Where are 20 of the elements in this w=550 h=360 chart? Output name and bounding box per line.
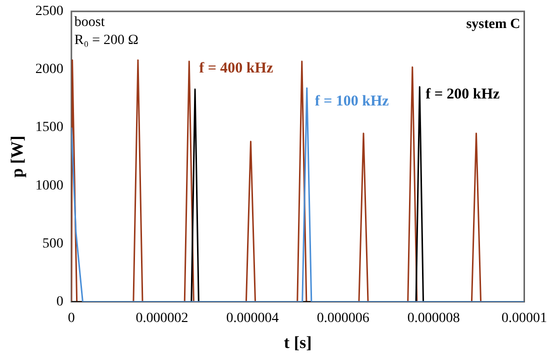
y-tick-label: 1000 (35, 178, 64, 194)
x-tick-label: 0.000006 (316, 310, 370, 326)
x-tick-label: 0 (68, 310, 75, 326)
y-tick-label: 2500 (35, 4, 64, 20)
y-tick-label: 500 (42, 236, 64, 252)
y-tick-label: 1500 (35, 120, 64, 136)
annotation: R₀ = 200 Ω (74, 33, 138, 48)
annotation: system C (466, 17, 520, 32)
y-tick-label: 2000 (35, 62, 64, 78)
x-tick-label: 0.000002 (136, 310, 188, 326)
series-label: f = 400 kHz (199, 60, 274, 77)
y-axis-title: p [W] (8, 136, 27, 178)
series-label: f = 200 kHz (426, 86, 500, 102)
x-tick-label: 0.00001 (502, 310, 547, 326)
x-axis-title: t [s] (284, 333, 312, 352)
annotation: boost (74, 15, 105, 30)
x-tick-label: 0.000004 (226, 310, 279, 326)
y-tick-label: 0 (56, 294, 64, 310)
series-label: f = 100 kHz (314, 93, 390, 110)
x-tick-label: 0.000008 (407, 310, 460, 326)
